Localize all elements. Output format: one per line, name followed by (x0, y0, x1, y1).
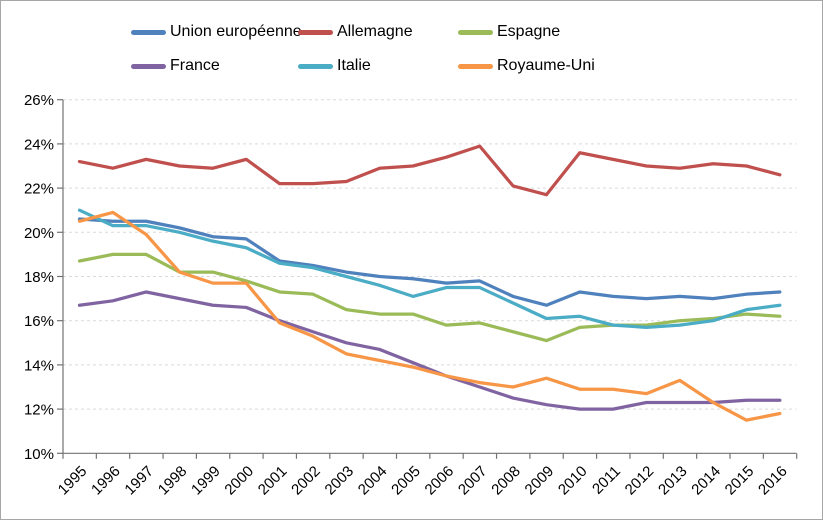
legend-label: France (170, 57, 220, 74)
legend-swatch-union-europeenne (131, 29, 166, 35)
y-tick-label: 16% (24, 313, 54, 330)
x-tick-label: 2004 (355, 463, 391, 499)
x-tick-label: 2000 (221, 463, 257, 499)
y-tick-label: 20% (24, 225, 54, 242)
legend-item-royaume-uni: Royaume-Uni (458, 56, 595, 76)
legend-label: Italie (337, 57, 371, 74)
legend-label: Espagne (497, 23, 561, 40)
x-tick-label: 2007 (455, 463, 491, 499)
y-tick-label: 26% (24, 92, 54, 109)
legend-label: Royaume-Uni (497, 57, 595, 74)
x-tick-label: 2016 (755, 463, 791, 499)
y-tick-label: 24% (24, 136, 54, 153)
series-line-france (77, 290, 782, 411)
x-tick-label: 2009 (522, 463, 558, 499)
x-tick-label: 2003 (322, 463, 358, 499)
legend-item-union-europeenne: Union européenne (131, 22, 302, 42)
x-tick-label: 2015 (722, 463, 758, 499)
legend-item-espagne: Espagne (458, 22, 560, 42)
x-tick-label: 2001 (255, 463, 291, 499)
x-tick-label: 2006 (422, 463, 458, 499)
legend-swatch-france (131, 63, 166, 69)
legend-swatch-royaume-uni (458, 63, 493, 69)
legend-item-france: France (131, 56, 220, 76)
chart-legend: Union européenne Allemagne Espagne France It… (1, 1, 822, 91)
legend-item-italie: Italie (298, 56, 371, 76)
x-tick-label: 1997 (121, 463, 157, 499)
x-tick-label: 2013 (655, 463, 691, 499)
y-tick-label: 22% (24, 181, 54, 198)
x-tick-label: 2008 (488, 463, 524, 499)
x-tick-label: 1998 (155, 463, 191, 499)
y-tick-label: 18% (24, 269, 54, 286)
legend-label: Allemagne (337, 23, 413, 40)
y-tick-label: 14% (24, 357, 54, 374)
legend-label: Union européenne (170, 23, 302, 40)
legend-swatch-espagne (458, 29, 493, 35)
x-tick-label: 2014 (688, 463, 724, 499)
series-line-royaume-uni (77, 210, 782, 422)
x-tick-label: 2002 (288, 463, 324, 499)
x-tick-label: 2012 (622, 463, 658, 499)
series-line-union-europeenne (77, 217, 782, 307)
x-tick-label: 1996 (88, 463, 124, 499)
x-tick-label: 2011 (589, 463, 624, 498)
series-line-espagne (77, 252, 782, 343)
x-tick-label: 1995 (55, 463, 91, 499)
y-tick-label: 12% (24, 402, 54, 419)
legend-item-allemagne: Allemagne (298, 22, 413, 42)
x-tick-label: 1999 (188, 463, 224, 499)
legend-swatch-allemagne (298, 29, 333, 35)
series-line-italie (77, 208, 782, 329)
legend-swatch-italie (298, 63, 333, 69)
x-tick-label: 2010 (555, 463, 591, 499)
series-line-allemagne (77, 144, 782, 197)
x-tick-label: 2005 (388, 463, 424, 499)
y-tick-label: 10% (24, 446, 54, 463)
